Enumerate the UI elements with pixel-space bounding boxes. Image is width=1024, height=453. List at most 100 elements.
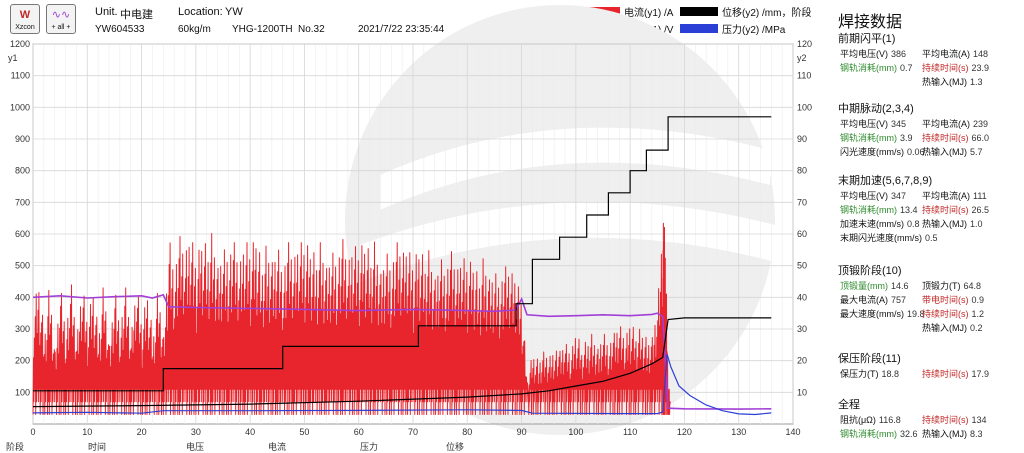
- summary-pressure-label: 压力: [360, 442, 379, 452]
- metric-label: 带电时间(s): [922, 295, 969, 305]
- y2-tick-label: 90: [797, 134, 807, 144]
- metric-cell: 持续时间(s) 66.0: [922, 131, 989, 144]
- serial-number: YW604533: [95, 24, 145, 35]
- metric-label: 持续时间(s): [922, 369, 969, 379]
- metric-value: 0.06: [907, 147, 925, 157]
- metric-label: 平均电压(V): [840, 49, 888, 59]
- x-tick-label: 70: [408, 427, 418, 437]
- metric-value: 1.3: [970, 77, 983, 87]
- x-tick-label: 10: [82, 427, 92, 437]
- metric-label: 加速末速(mm/s): [840, 219, 904, 229]
- y1-tick-label: 800: [15, 166, 30, 176]
- legend-swatch-pressure: [680, 24, 718, 33]
- metric-value: 66.0: [971, 133, 990, 143]
- metric-value: 1.0: [970, 219, 983, 229]
- x-tick-label: 130: [731, 427, 746, 437]
- location-value: YW: [225, 6, 243, 18]
- section-title: 中期脉动(2,3,4): [838, 103, 914, 115]
- x-tick-label: 80: [462, 427, 472, 437]
- y1-tick-label: 100: [15, 387, 30, 397]
- unit-label: Unit.: [95, 6, 118, 18]
- metric-value: 19.8: [907, 309, 925, 319]
- x-tick-label: 90: [517, 427, 527, 437]
- metric-label: 顶锻力(T): [922, 281, 961, 291]
- summary-row: 阶段 时间 电压 电流 压力 位移: [0, 440, 830, 452]
- y2-tick-label: 20: [797, 356, 807, 366]
- x-tick-label: 100: [568, 427, 583, 437]
- y1-tick-label: 1200: [10, 39, 30, 49]
- section-title: 末期加速(5,6,7,8,9): [838, 175, 933, 187]
- metric-label: 末期闪光速度(mm/s): [840, 233, 922, 243]
- series-stage-line: [33, 116, 772, 392]
- metric-label: 热输入(MJ): [922, 323, 967, 333]
- brand-logo-left: W Xzcon: [10, 4, 40, 34]
- legend-label-current: 电流(y1) /A: [624, 8, 674, 19]
- y2-tick-label: 60: [797, 229, 807, 239]
- metric-label: 钢轨消耗(mm): [840, 205, 897, 215]
- metric-value: 347: [891, 191, 907, 201]
- metric-cell: 持续时间(s) 134: [922, 413, 987, 426]
- x-tick-label: 30: [191, 427, 201, 437]
- metric-cell: 钢轨消耗(mm) 13.4: [840, 203, 918, 216]
- metric-value: 14.6: [891, 281, 909, 291]
- panel-title: 焊接数据: [838, 14, 903, 31]
- metric-cell: 平均电压(V) 386: [840, 47, 906, 60]
- metric-value: 0.5: [925, 233, 938, 243]
- y1-tick-label: 200: [15, 356, 30, 366]
- metric-cell: 钢轨消耗(mm) 3.9: [840, 131, 913, 144]
- metric-cell: 持续时间(s) 26.5: [922, 203, 989, 216]
- summary-current-label: 电流: [268, 442, 287, 452]
- metric-label: 平均电流(A): [922, 191, 970, 201]
- logo-left-caption: Xzcon: [15, 24, 35, 31]
- section-title: 顶锻阶段(10): [838, 265, 902, 277]
- y1-axis-label: y1: [8, 53, 18, 63]
- legend-swatch-displacement: [680, 7, 718, 16]
- metric-value: 5.7: [970, 147, 983, 157]
- metric-value: 64.8: [963, 281, 982, 291]
- metric-value: 386: [891, 49, 907, 59]
- y2-tick-label: 70: [797, 197, 807, 207]
- x-tick-label: 60: [354, 427, 364, 437]
- metric-label: 热输入(MJ): [922, 219, 967, 229]
- chart-axes: 0 10 20 30 40 50 60 70 80 90 100 110 120 130 140 100 200…: [8, 39, 812, 437]
- summary-voltage-label: 电压: [186, 442, 205, 452]
- y2-tick-label: 80: [797, 166, 807, 176]
- legend-item-pressure: 压力(y2) /MPa: [680, 21, 785, 36]
- metric-label: 最大电流(A): [840, 295, 888, 305]
- series-displacement-line: [32, 317, 772, 408]
- section-title: 保压阶段(11): [838, 353, 901, 365]
- metric-label: 平均电流(A): [922, 49, 970, 59]
- section-title: 前期闪平(1): [838, 33, 896, 45]
- metric-label: 持续时间(s): [922, 205, 969, 215]
- metric-value: 3.9: [900, 133, 913, 143]
- metric-value: 111: [973, 191, 987, 201]
- metric-cell: 加速末速(mm/s) 0.8: [840, 217, 920, 230]
- metric-label: 钢轨消耗(mm): [840, 429, 897, 439]
- series-current-line: [32, 222, 671, 415]
- y2-tick-label: 30: [797, 324, 807, 334]
- y1-tick-label: 1100: [11, 71, 30, 81]
- weld-number: No.32: [298, 24, 325, 35]
- y2-axis-label: y2: [797, 53, 807, 63]
- metric-cell: 持续时间(s) 17.9: [922, 367, 989, 380]
- metric-value: 1.2: [971, 309, 985, 319]
- metric-cell: 最大电流(A) 757: [840, 293, 906, 306]
- metric-cell: 热输入(MJ) 1.0: [922, 217, 983, 230]
- location-label: Location:: [178, 6, 223, 18]
- metric-cell: 保压力(T) 18.8: [840, 367, 899, 380]
- metric-label: 最大速度(mm/s): [840, 309, 904, 319]
- metric-value: 32.6: [900, 429, 918, 439]
- metric-label: 持续时间(s): [922, 133, 969, 143]
- logo-right-caption: + all +: [51, 24, 71, 31]
- metric-label: 热输入(MJ): [922, 429, 967, 439]
- chart-series: [32, 116, 772, 416]
- series-pressure-line: [32, 354, 772, 416]
- metric-value: 0.2: [970, 323, 983, 333]
- legend-label-displacement: 位移(y2) /mm，阶段: [722, 8, 812, 19]
- y2-tick-label: 40: [797, 292, 807, 302]
- metric-cell: 热输入(MJ) 8.3: [922, 427, 983, 440]
- metric-cell: 顶锻力(T) 64.8: [922, 279, 981, 292]
- legend-label-pressure: 压力(y2) /MPa: [722, 25, 786, 36]
- unit-value: 中电建: [120, 9, 153, 21]
